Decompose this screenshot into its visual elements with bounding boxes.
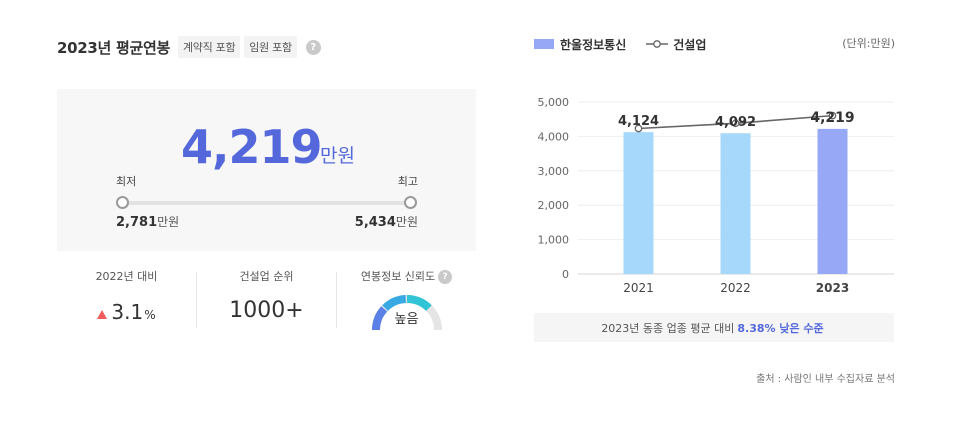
help-icon[interactable]: ? <box>305 39 321 55</box>
y-tick-label: 1,000 <box>538 234 570 247</box>
title-row: 2023년 평균연봉 계약직 포함 임원 포함 ? <box>57 36 321 58</box>
rank-value: 1000+ <box>229 298 304 323</box>
rank-label: 건설업 순위 <box>239 270 294 283</box>
min-salary-unit: 만원 <box>157 215 180 229</box>
x-tick-label: 2023 <box>816 281 849 295</box>
industry-point <box>731 119 740 128</box>
reliability-label-row: 연봉정보 신뢰도 ? <box>337 270 476 284</box>
yoy-unit: % <box>144 308 156 322</box>
average-salary-box: 4,219 만원 최저 최고 2,781만원 5,434만원 <box>57 89 476 251</box>
max-salary: 5,434만원 <box>355 213 418 230</box>
bar <box>623 132 654 274</box>
gauge-segment-low <box>371 306 387 331</box>
max-label: 최고 <box>397 175 418 188</box>
tag-executive-included: 임원 포함 <box>244 36 297 58</box>
bar <box>817 128 848 274</box>
data-label: 4,219 <box>810 110 854 126</box>
divider <box>336 272 337 328</box>
unit-note: (단위:만원) <box>842 37 895 50</box>
chart-legend: 한울정보통신 건설업 <box>534 35 706 53</box>
legend-line-marker-icon <box>646 40 669 48</box>
data-label: 4,124 <box>618 114 659 129</box>
min-salary-value: 2,781 <box>116 215 158 230</box>
page-title: 2023년 평균연봉 <box>57 38 170 57</box>
y-tick-label: 0 <box>562 268 569 281</box>
max-salary-unit: 만원 <box>395 215 418 229</box>
gauge-arc-icon <box>371 295 442 331</box>
reliability-value: 높음 <box>394 312 419 327</box>
range-max-marker <box>404 196 417 209</box>
legend-company-label: 한울정보통신 <box>560 37 627 52</box>
reliability-label: 연봉정보 신뢰도 <box>360 270 436 283</box>
tag-contract-included: 계약직 포함 <box>177 36 241 58</box>
bar <box>720 133 751 274</box>
y-tick-label: 4,000 <box>538 130 570 143</box>
max-salary-value: 5,434 <box>354 215 396 230</box>
min-salary: 2,781만원 <box>116 213 179 230</box>
industry-point <box>634 124 643 133</box>
y-tick-label: 2,000 <box>538 199 570 212</box>
y-tick-label: 5,000 <box>538 96 570 109</box>
salary-range-track <box>121 201 411 205</box>
average-salary-value: 4,219 <box>181 120 323 174</box>
reliability-help-icon[interactable]: ? <box>438 270 453 284</box>
yoy-stat: 2022년 대비 3.1 % <box>57 270 196 330</box>
reliability-stat: 연봉정보 신뢰도 ? 높음 <box>337 270 476 331</box>
rank-stat: 건설업 순위 1000+ <box>197 270 336 330</box>
up-arrow-icon <box>97 310 108 319</box>
industry-compare-box: 2023년 동종 업종 평균 대비 8.38% 낮은 수준 <box>534 313 894 342</box>
industry-point <box>828 111 837 120</box>
reliability-gauge: 높음 <box>367 290 447 334</box>
yoy-value-row: 3.1 % <box>57 300 196 324</box>
salary-chart: 5,000 4,000 3,000 2,000 1,000 0 4,124 4,092 4,21… <box>538 96 894 295</box>
yoy-value: 3.1 <box>111 300 144 324</box>
compare-prefix: 2023년 동종 업종 평균 대비 <box>601 321 735 335</box>
x-tick-label: 2022 <box>720 281 751 295</box>
yoy-label: 2022년 대비 <box>95 270 158 283</box>
compare-highlight: 8.38% 낮은 수준 <box>737 321 824 335</box>
legend-company-swatch <box>534 39 554 49</box>
gauge-segment-mid <box>381 295 406 312</box>
average-salary-unit: 만원 <box>320 145 355 167</box>
gauge-segment-high <box>406 295 432 312</box>
min-label: 최저 <box>116 175 137 188</box>
legend-industry-label: 건설업 <box>673 37 707 52</box>
data-label: 4,092 <box>715 115 756 130</box>
divider <box>196 272 197 328</box>
source-note: 출처 : 사람인 내부 수집자료 분석 <box>756 374 895 385</box>
y-tick-label: 3,000 <box>538 165 570 178</box>
x-tick-label: 2021 <box>623 281 654 295</box>
range-min-marker <box>116 196 129 209</box>
